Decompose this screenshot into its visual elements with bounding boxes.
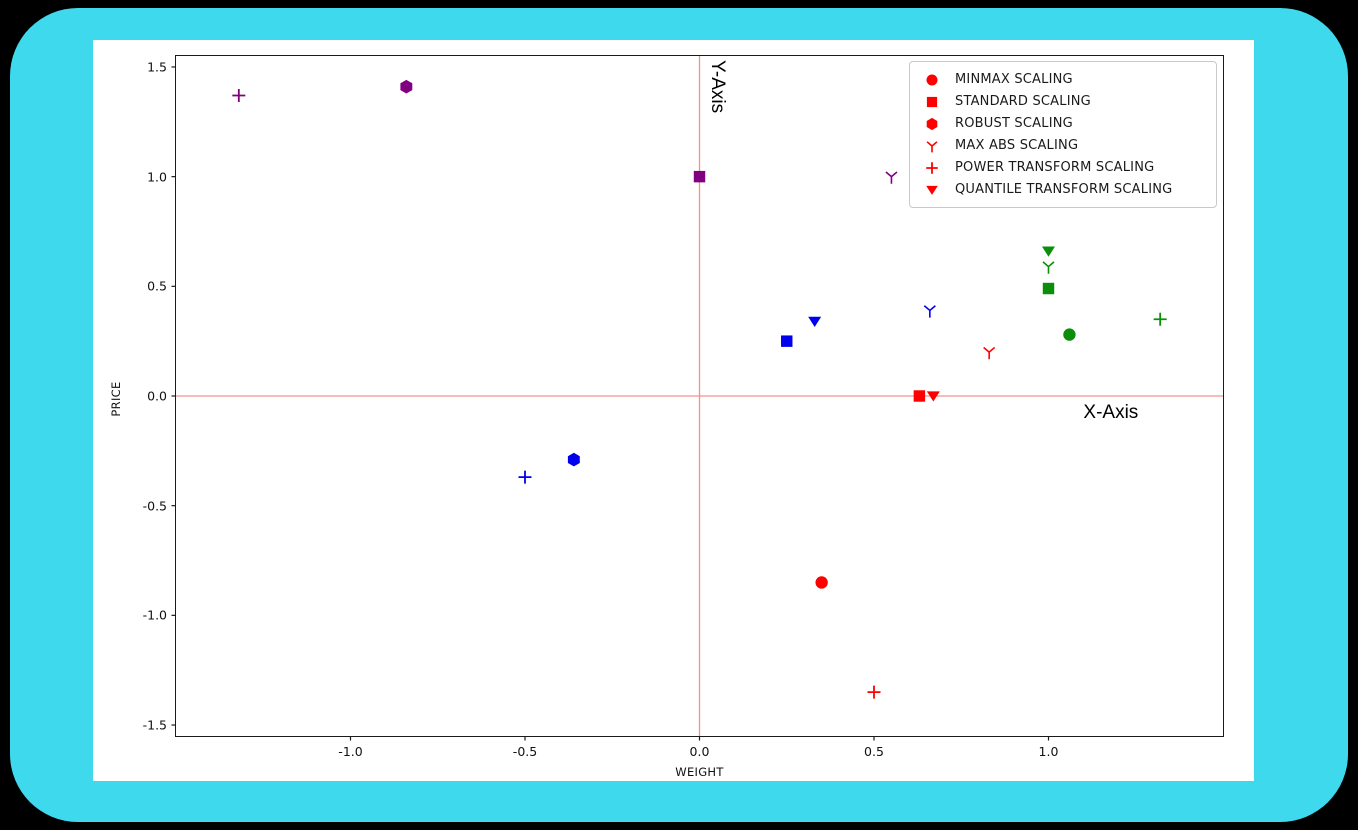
legend-item-label: STANDARD SCALING (955, 94, 1091, 109)
plus-marker-shape (232, 88, 246, 102)
triangle-down-marker-shape (1042, 246, 1055, 257)
tri-down-marker-shape (923, 305, 936, 318)
plus-marker-shape (926, 161, 938, 174)
dataset-blue-plus-point (518, 470, 532, 484)
dataset-blue-hexagon-point (567, 452, 580, 467)
triangle-down-marker-shape (926, 185, 938, 195)
y-axis-annotation: Y-Axis (706, 60, 728, 114)
x-tick-label: 1.0 (1038, 744, 1059, 759)
dataset-green-circle-point (1063, 328, 1076, 341)
x-axis-annotation: X-Axis (1083, 402, 1139, 423)
hexagon-marker-shape (567, 452, 580, 467)
x-tick-label: -0.5 (512, 744, 538, 759)
y-tick-label: -1.0 (142, 607, 167, 623)
square-marker-shape (781, 335, 793, 347)
dataset-blue-tri-down-point (923, 305, 936, 318)
square-marker-shape (693, 170, 706, 183)
legend-item-label: ROBUST SCALING (955, 116, 1073, 131)
dataset-purple-square-point (693, 170, 706, 183)
dataset-red-circle-point (815, 576, 828, 589)
plot-area: -1.0 -0.5 0.0 0.5 1.0 1.5 1.0 0.5 0.0 -0.5 -1.0 -1.… (109, 55, 1224, 779)
legend-item: ROBUST SCALING (919, 113, 1208, 134)
marker-triangle-down-icon (926, 185, 938, 195)
marker-tri-down-icon (926, 140, 938, 152)
legend-item: MINMAX SCALING (919, 69, 1208, 90)
dataset-green-plus-point (1153, 312, 1167, 326)
y-tick-label: 0.0 (147, 388, 167, 404)
rounded-frame: -1.0 -0.5 0.0 0.5 1.0 1.5 1.0 0.5 0.0 -0.5 -1.0 -1.… (10, 8, 1348, 822)
dataset-blue-triangle-down-point (808, 316, 822, 327)
legend-item-label: POWER TRANSFORM SCALING (955, 160, 1155, 175)
legend-item: STANDARD SCALING (919, 91, 1208, 112)
dataset-green-tri-down-point (1042, 261, 1055, 274)
tri-down-marker-shape (983, 346, 996, 360)
triangle-down-marker-shape (926, 391, 940, 402)
chart-card: -1.0 -0.5 0.0 0.5 1.0 1.5 1.0 0.5 0.0 -0.5 -1.0 -1.… (93, 40, 1254, 781)
hexagon-marker-shape (926, 117, 938, 130)
square-marker-shape (926, 96, 938, 107)
x-tick-label: 0.5 (864, 744, 884, 759)
plus-marker-shape (1153, 312, 1167, 326)
plus-marker-shape (867, 685, 881, 699)
circle-marker-shape (1063, 328, 1076, 341)
legend: MINMAX SCALING STANDARD SCALING ROBUST SCA… (909, 61, 1217, 208)
dataset-green-triangle-down-point (1042, 246, 1055, 257)
y-tick-label: -1.5 (142, 717, 167, 733)
dataset-purple-hexagon-point (400, 79, 413, 94)
legend-item-label: MINMAX SCALING (955, 72, 1073, 87)
dataset-red-plus-point (867, 685, 881, 699)
square-marker-shape (1042, 282, 1055, 295)
marker-circle-icon (926, 73, 938, 86)
dataset-red-tri-down-point (983, 346, 996, 360)
dataset-blue-square-point (781, 335, 793, 347)
y-axis-title: PRICE (109, 381, 123, 417)
hexagon-marker-shape (400, 79, 413, 94)
y-tick-label: 0.5 (147, 278, 167, 294)
marker-plus-icon (926, 161, 938, 174)
y-tick-label: 1.0 (147, 169, 167, 185)
dataset-red-triangle-down-point (926, 391, 940, 402)
dataset-purple-tri-down-point (885, 171, 898, 184)
x-axis-title: WEIGHT (675, 765, 724, 779)
tri-down-marker-shape (885, 171, 898, 184)
legend-item-label: MAX ABS SCALING (955, 138, 1079, 153)
legend-item: MAX ABS SCALING (919, 135, 1208, 156)
legend-item: QUANTILE TRANSFORM SCALING (919, 179, 1208, 200)
triangle-down-marker-shape (808, 316, 822, 327)
square-marker-shape (913, 390, 926, 402)
circle-marker-shape (815, 576, 828, 589)
y-tick-label: 1.5 (147, 59, 167, 75)
x-tick-label: -1.0 (338, 744, 363, 759)
y-tick-label: -0.5 (142, 498, 167, 514)
dataset-purple-plus-point (232, 88, 246, 102)
legend-item: POWER TRANSFORM SCALING (919, 157, 1208, 178)
tri-down-marker-shape (1042, 261, 1055, 274)
marker-hexagon-icon (926, 117, 938, 130)
dataset-red-square-point (913, 390, 926, 402)
tri-down-marker-shape (926, 140, 938, 152)
plot-svg (171, 56, 1223, 741)
circle-marker-shape (926, 73, 938, 86)
dataset-green-square-point (1042, 282, 1055, 295)
plus-marker-shape (518, 470, 532, 484)
legend-item-label: QUANTILE TRANSFORM SCALING (955, 182, 1173, 197)
marker-square-icon (926, 96, 938, 107)
x-tick-label: 0.0 (689, 744, 710, 759)
